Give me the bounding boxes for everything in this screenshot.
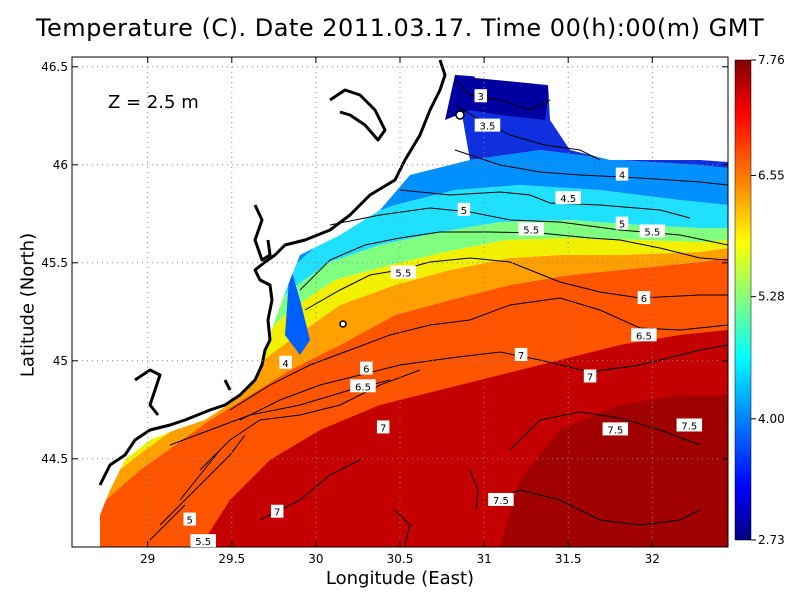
contour-label: 7 (583, 369, 597, 383)
y-tick-label: 44.5 (41, 452, 68, 466)
contour-label: 6.5 (631, 328, 657, 342)
contour-label-text: 4 (619, 171, 625, 182)
contour-label-box (615, 216, 629, 230)
contour-label: 5.5 (639, 224, 666, 238)
contour-label-box (457, 202, 471, 216)
x-tick-label: 31.5 (555, 552, 582, 566)
colorbar-tick-label: 6.55 (758, 168, 785, 182)
contour-label-text: 3.5 (480, 122, 496, 133)
contour-label-text: 7 (518, 351, 524, 362)
islands (339, 110, 465, 328)
contour-label-text: 4.5 (560, 194, 576, 205)
contour-label-box (190, 534, 216, 548)
y-tick-label: 45.5 (41, 256, 68, 270)
contour-label-box (518, 222, 544, 236)
contour-label: 6 (637, 291, 651, 305)
contour-label-box (676, 418, 703, 432)
contour-label-text: 7 (274, 508, 280, 519)
contour-label-box (474, 89, 487, 103)
contour-label: 3.5 (474, 118, 501, 133)
contour-label: 4 (279, 355, 292, 370)
contour-label-box (474, 118, 501, 132)
contour-label-text: 7.5 (493, 496, 509, 507)
contour-label-box (488, 492, 514, 506)
contour-label: 5.5 (190, 534, 216, 548)
x-tick-label: 32 (645, 552, 660, 566)
grid-lines (72, 57, 728, 547)
contour-label-text: 6.5 (636, 331, 652, 342)
contour-label-text: 5.5 (523, 225, 539, 236)
contour-label-box (279, 355, 292, 369)
contour-label: 3 (474, 89, 487, 103)
contour-label-box (360, 361, 373, 375)
contour-label-text: 5 (461, 206, 467, 217)
contour-label-box (639, 224, 666, 238)
contour-label-box (390, 265, 417, 279)
contour-label-box (350, 379, 376, 393)
contour-label: 7 (514, 347, 528, 362)
contour-label-text: 7.5 (681, 421, 697, 432)
contour-label: 7.5 (676, 418, 703, 432)
x-axis-ticks: 29 29.5 30 30.5 31 31.5 32 (140, 57, 660, 566)
contour-label-text: 5.5 (195, 537, 211, 548)
contour-label: 5.5 (518, 222, 544, 236)
contour-label-box (602, 422, 629, 436)
colorbar-tick-label: 4.00 (758, 412, 785, 426)
contour-label: 4 (615, 167, 629, 182)
contour-label: 7.5 (602, 422, 629, 436)
colorbar-tick-label: 2.73 (758, 533, 785, 547)
contour-label: 6 (360, 361, 373, 376)
contour-label: 7 (270, 504, 284, 519)
x-tick-label: 29 (140, 552, 155, 566)
contour-label-text: 7 (587, 372, 593, 383)
contour-label-box (555, 191, 581, 205)
x-tick-label: 29.5 (218, 552, 245, 566)
contour-label-box (631, 328, 657, 342)
contour-label-text: 6.5 (355, 382, 371, 393)
chart-title: Temperature (C). Date 2011.03.17. Time 0… (35, 14, 765, 42)
contour-label-text: 3 (478, 92, 484, 103)
contour-label: 6.5 (350, 379, 376, 393)
contour-label: 5 (183, 512, 196, 527)
depth-label: Z = 2.5 m (108, 92, 199, 113)
contour-label: 5 (457, 202, 471, 217)
colorbar (734, 59, 752, 541)
contour-label-text: 4 (282, 359, 288, 370)
contour-label-text: 6 (363, 365, 369, 376)
contour-label-box (376, 420, 390, 434)
x-tick-label: 30.5 (387, 552, 414, 566)
x-axis-label: Longitude (East) (325, 568, 475, 589)
contour-label-box (615, 167, 629, 181)
contour-label-text: 5 (187, 516, 193, 527)
y-tick-label: 46 (53, 158, 68, 172)
contour-label-box (183, 512, 196, 526)
colorbar-tick-label: 7.76 (758, 53, 785, 67)
contour-label-box (270, 504, 284, 518)
contour-label: 5 (615, 216, 629, 231)
contour-label-text: 5 (619, 220, 625, 231)
contour-label: 5.5 (390, 265, 417, 280)
x-tick-label: 31 (476, 552, 491, 566)
contour-label-text: 7.5 (607, 425, 623, 436)
contour-label-box (514, 347, 528, 361)
y-tick-label: 45 (53, 354, 68, 368)
contour-label: 7.5 (488, 492, 514, 507)
contour-label-text: 7 (380, 423, 386, 434)
contour-label: 7 (376, 420, 390, 434)
contour-label-text: 6 (641, 294, 647, 305)
contour-label-box (637, 291, 651, 305)
x-tick-label: 30 (308, 552, 323, 566)
colorbar-tick-label: 5.28 (758, 290, 785, 304)
contour-label: 4.5 (555, 191, 581, 205)
contour-label-box (583, 369, 597, 383)
coastline (98, 59, 447, 486)
colorbar-ticks: 7.76 6.55 5.28 4.00 2.73 (751, 53, 785, 547)
y-tick-label: 46.5 (41, 60, 68, 74)
contour-label-text: 5.5 (395, 269, 411, 280)
contour-label-text: 5.5 (644, 227, 660, 238)
